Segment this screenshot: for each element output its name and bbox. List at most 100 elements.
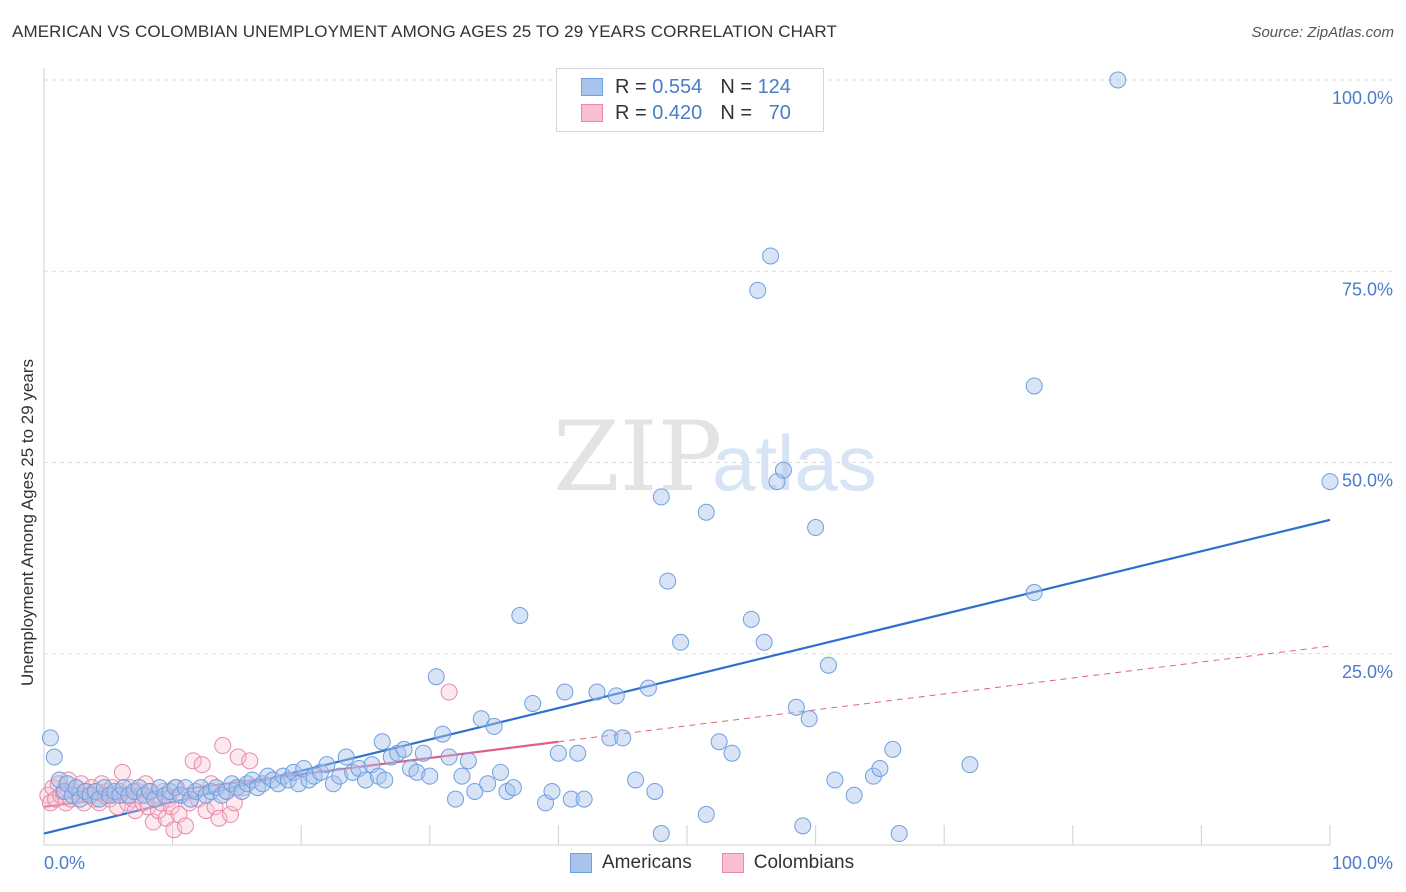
bottom-legend-label-americans: Americans	[602, 852, 692, 873]
legend-r-value: 0.420	[652, 101, 703, 124]
bottom-legend-colombians: Colombians	[721, 852, 855, 874]
americans-point	[588, 683, 606, 701]
americans-point	[569, 744, 587, 762]
americans-point	[819, 656, 837, 674]
americans-point	[395, 740, 413, 758]
americans-point	[414, 744, 432, 762]
americans-point	[794, 817, 812, 835]
bottom-legend-label-colombians: Colombians	[753, 852, 855, 873]
tick-labels: 100.0% 75.0% 50.0% 25.0% 0.0% 100.0%	[44, 88, 1393, 873]
colombians-point	[241, 752, 259, 770]
americans-point	[440, 748, 458, 766]
grid-lines	[44, 79, 1395, 655]
americans-point	[1321, 473, 1339, 491]
y-tick-label: 100.0%	[1332, 88, 1393, 108]
americans-trend-line	[43, 518, 1331, 835]
chart-source: Source: ZipAtlas.com	[1251, 24, 1394, 41]
americans-point	[318, 756, 336, 774]
americans-point	[543, 782, 561, 800]
legend-r-label: R =	[615, 101, 647, 124]
colombians-point	[214, 737, 232, 755]
americans-point	[556, 683, 574, 701]
watermark-atlas: atlas	[712, 419, 877, 507]
americans-point	[845, 786, 863, 804]
americans-point	[562, 790, 580, 808]
americans-point	[427, 668, 445, 686]
x-tick-label-start: 0.0%	[44, 853, 85, 873]
americans-point	[723, 744, 741, 762]
americans-point	[479, 775, 497, 793]
y-tick-label: 75.0%	[1342, 279, 1393, 299]
americans-point	[871, 760, 889, 777]
colombians-point	[184, 752, 202, 770]
americans-point	[492, 763, 510, 781]
colombians-trend-extension	[558, 645, 1331, 743]
americans-point	[1109, 71, 1127, 89]
americans-point	[646, 782, 664, 800]
legend-r-label: R =	[615, 75, 647, 98]
americans-point	[1025, 377, 1043, 395]
americans-point	[614, 729, 632, 747]
americans-point	[787, 698, 805, 716]
colombians-point	[440, 683, 458, 701]
legend: R = 0.554 N = 124 R = 0.420 N = 70	[556, 68, 824, 132]
axes: Unemployment Among Ages 25 to 29 years	[18, 68, 1331, 846]
legend-n-label: N =	[720, 75, 752, 98]
americans-point	[511, 607, 529, 624]
americans-point	[1025, 584, 1043, 602]
americans-point	[434, 725, 452, 743]
colombians-point	[197, 802, 215, 820]
americans-point	[376, 771, 394, 789]
colombians-point	[193, 756, 211, 774]
americans-point	[639, 679, 657, 697]
colombians-point	[176, 817, 194, 835]
americans-point	[697, 503, 715, 521]
americans-point	[627, 771, 645, 789]
bottom-legend-swatch-americans	[570, 853, 592, 873]
americans-point	[755, 633, 773, 651]
americans-point	[331, 767, 349, 785]
legend-row-americans: R = 0.554 N = 124	[581, 74, 791, 100]
americans-point	[373, 733, 391, 751]
americans-point	[697, 805, 715, 823]
americans-point	[504, 779, 522, 797]
americans-point	[41, 729, 59, 747]
americans-point	[459, 752, 477, 770]
americans-point	[67, 779, 85, 797]
x-tick-label-end: 100.0%	[1332, 853, 1393, 873]
americans-point	[762, 247, 780, 265]
americans-point	[652, 825, 670, 843]
americans-point	[774, 461, 792, 479]
americans-point	[826, 771, 844, 789]
bottom-legend-swatch-colombians	[721, 853, 744, 873]
americans-point	[749, 281, 767, 299]
americans-point	[549, 744, 567, 762]
chart-title: AMERICAN VS COLOMBIAN UNEMPLOYMENT AMONG…	[12, 22, 837, 41]
americans-point	[710, 733, 728, 751]
y-tick-label: 25.0%	[1342, 662, 1393, 682]
americans-point	[807, 519, 825, 537]
legend-n-label: N =	[720, 101, 752, 124]
americans-point	[961, 756, 979, 774]
americans-point	[63, 786, 81, 804]
americans-point	[357, 771, 374, 789]
americans-point	[447, 790, 465, 808]
americans-point	[86, 782, 104, 800]
americans-point	[408, 763, 426, 781]
bottom-legend-americans: Americans	[570, 852, 692, 874]
americans-point	[742, 610, 760, 628]
americans-point	[453, 767, 471, 785]
americans-point	[472, 710, 490, 728]
americans-point	[421, 767, 439, 785]
legend-swatch-americans	[581, 78, 603, 96]
americans-point	[45, 748, 63, 766]
legend-swatch-colombians	[581, 104, 603, 122]
americans-point	[466, 782, 484, 800]
legend-row-colombians: R = 0.420 N = 70	[581, 100, 791, 126]
colombians-point	[221, 805, 239, 823]
y-tick-label: 50.0%	[1342, 471, 1393, 491]
americans-point	[607, 687, 625, 705]
americans-point	[575, 790, 593, 808]
